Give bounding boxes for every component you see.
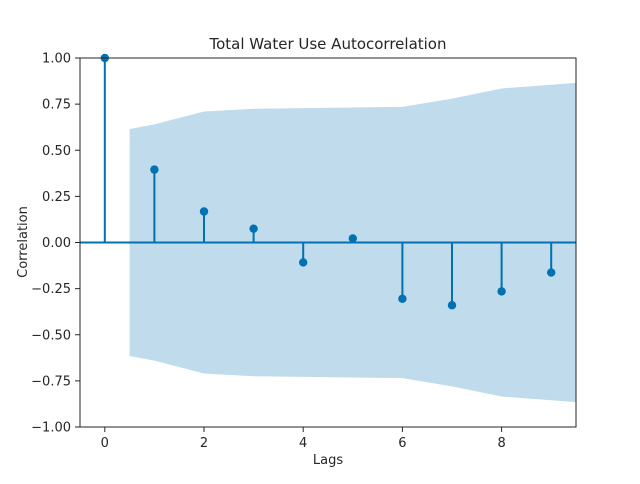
stem-marker-lag-9 bbox=[547, 268, 556, 277]
stem-marker-lag-7 bbox=[447, 301, 457, 310]
x-tick-label-2: 2 bbox=[200, 436, 208, 451]
plot-content bbox=[80, 58, 576, 403]
x-tick-label-4: 4 bbox=[299, 436, 307, 451]
stem-marker-lag-4 bbox=[299, 258, 308, 267]
y-tick-label-8: 1.00 bbox=[42, 52, 71, 67]
stem-marker-lag-2 bbox=[199, 207, 209, 216]
y-tick-label-4: 0.00 bbox=[42, 236, 71, 251]
x-tick-label-0: 0 bbox=[101, 436, 109, 451]
stem-marker-lag-1 bbox=[150, 165, 159, 174]
y-tick-label-7: 0.75 bbox=[42, 98, 71, 113]
y-tick-label-3: −0.25 bbox=[31, 282, 71, 297]
y-tick-label-5: 0.25 bbox=[42, 190, 71, 205]
y-axis-label: Correlation bbox=[16, 206, 31, 278]
stem-marker-lag-5 bbox=[348, 234, 357, 243]
chart-title: Total Water Use Autocorrelation bbox=[208, 35, 446, 53]
stem-marker-lag-6 bbox=[398, 294, 407, 303]
x-axis-label: Lags bbox=[313, 453, 343, 468]
plot-area bbox=[80, 53, 576, 403]
axes: 0 2 4 6 8 −1.00 −0.75 −0.50 −0.25 0.00 0.25 0.50 0.7… bbox=[31, 52, 577, 451]
y-tick-label-1: −0.75 bbox=[31, 374, 71, 389]
y-tick-label-0: −1.00 bbox=[31, 421, 71, 436]
y-tick-label-6: 0.50 bbox=[42, 144, 71, 159]
x-tick-label-8: 8 bbox=[497, 436, 505, 451]
stem-marker-lag-3 bbox=[249, 224, 258, 233]
x-tick-label-6: 6 bbox=[398, 436, 406, 451]
y-tick-label-2: −0.50 bbox=[31, 328, 71, 343]
stem-marker-lag-8 bbox=[497, 287, 506, 296]
